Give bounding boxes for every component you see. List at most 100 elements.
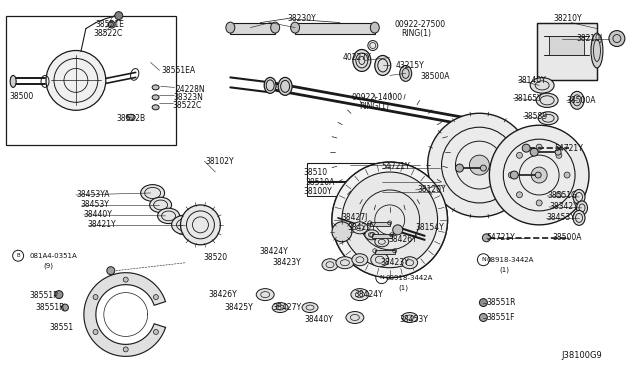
Text: 38551E: 38551E xyxy=(96,20,125,29)
Text: 40227Y: 40227Y xyxy=(343,53,372,62)
Circle shape xyxy=(107,267,115,275)
Text: 38589: 38589 xyxy=(524,112,547,121)
Circle shape xyxy=(479,314,488,321)
Text: (1): (1) xyxy=(399,284,409,291)
Circle shape xyxy=(508,172,515,178)
Text: 54721Y: 54721Y xyxy=(486,233,515,242)
Text: 38421Y: 38421Y xyxy=(88,220,116,230)
Text: N: N xyxy=(481,257,486,262)
Text: 38427J: 38427J xyxy=(341,214,367,222)
Text: 38426Y: 38426Y xyxy=(209,290,237,299)
Ellipse shape xyxy=(141,185,164,201)
Text: 00922-14000: 00922-14000 xyxy=(352,93,403,102)
Ellipse shape xyxy=(291,22,300,33)
Ellipse shape xyxy=(375,237,388,247)
Ellipse shape xyxy=(157,208,180,224)
Ellipse shape xyxy=(573,211,585,225)
Text: 38510A: 38510A xyxy=(305,177,335,186)
Ellipse shape xyxy=(577,201,588,215)
Text: 38425Y: 38425Y xyxy=(225,303,253,312)
Text: 24228N: 24228N xyxy=(175,85,205,94)
Ellipse shape xyxy=(368,41,378,51)
Circle shape xyxy=(180,205,220,245)
Text: 00922-27500: 00922-27500 xyxy=(395,20,446,29)
Text: 38423Y: 38423Y xyxy=(272,258,301,267)
Circle shape xyxy=(510,171,518,179)
Ellipse shape xyxy=(126,114,135,120)
Circle shape xyxy=(456,164,463,172)
Ellipse shape xyxy=(351,289,369,301)
Ellipse shape xyxy=(278,77,292,95)
Bar xyxy=(372,234,392,238)
Text: 3B427Y: 3B427Y xyxy=(272,303,301,312)
Circle shape xyxy=(46,51,106,110)
Circle shape xyxy=(516,192,522,198)
Circle shape xyxy=(61,304,68,311)
Text: 38120Y: 38120Y xyxy=(418,186,446,195)
Ellipse shape xyxy=(538,112,558,125)
Circle shape xyxy=(332,162,447,278)
Text: 38453YA: 38453YA xyxy=(76,190,109,199)
Ellipse shape xyxy=(536,93,558,108)
Text: 38522C: 38522C xyxy=(94,29,123,38)
Circle shape xyxy=(428,113,531,217)
Text: 38551P: 38551P xyxy=(29,291,58,300)
Ellipse shape xyxy=(152,105,159,110)
Ellipse shape xyxy=(375,55,391,76)
Text: 54721Y: 54721Y xyxy=(554,144,583,153)
Circle shape xyxy=(469,155,490,175)
Text: 38100Y: 38100Y xyxy=(303,187,332,196)
Ellipse shape xyxy=(365,230,379,240)
Ellipse shape xyxy=(264,77,276,93)
Ellipse shape xyxy=(152,95,159,100)
Text: 54721Y: 54721Y xyxy=(382,161,410,171)
Ellipse shape xyxy=(371,253,388,267)
Circle shape xyxy=(332,162,447,278)
Bar xyxy=(295,23,375,33)
Circle shape xyxy=(393,225,403,235)
Ellipse shape xyxy=(271,22,280,33)
Ellipse shape xyxy=(352,222,368,234)
Ellipse shape xyxy=(570,92,584,109)
Text: 38453Y: 38453Y xyxy=(546,214,575,222)
Circle shape xyxy=(522,144,530,152)
Text: 38551R: 38551R xyxy=(35,303,65,312)
Circle shape xyxy=(13,250,24,261)
Text: 38500A: 38500A xyxy=(420,72,450,81)
Circle shape xyxy=(479,299,488,307)
Text: 38342Y: 38342Y xyxy=(549,202,578,211)
Bar xyxy=(537,23,597,80)
Text: (1): (1) xyxy=(499,266,509,273)
Text: 38426Y: 38426Y xyxy=(388,235,417,244)
Ellipse shape xyxy=(573,189,585,205)
Circle shape xyxy=(483,234,490,242)
Ellipse shape xyxy=(336,257,354,269)
Polygon shape xyxy=(84,273,166,356)
Ellipse shape xyxy=(10,76,16,87)
Circle shape xyxy=(154,295,159,299)
Text: 38520: 38520 xyxy=(204,253,228,262)
Bar xyxy=(6,16,175,145)
Bar xyxy=(230,23,275,33)
Text: 38323N: 38323N xyxy=(173,93,204,102)
Text: 38551G: 38551G xyxy=(547,192,577,201)
Text: 38440Y: 38440Y xyxy=(304,315,333,324)
Circle shape xyxy=(536,200,542,206)
Circle shape xyxy=(477,254,490,266)
Text: 38425Y: 38425Y xyxy=(348,223,377,232)
Ellipse shape xyxy=(353,49,371,71)
Text: 38423Y: 38423Y xyxy=(381,258,410,267)
Text: 38424Y: 38424Y xyxy=(259,247,288,256)
Circle shape xyxy=(609,31,625,46)
Text: 38140Y: 38140Y xyxy=(517,76,546,85)
Bar xyxy=(307,182,375,196)
Text: 38510: 38510 xyxy=(303,167,327,177)
Text: 38500A: 38500A xyxy=(552,233,582,242)
Text: 38440Y: 38440Y xyxy=(84,211,113,219)
Circle shape xyxy=(93,295,98,299)
Text: 38453Y: 38453Y xyxy=(400,315,429,324)
Ellipse shape xyxy=(371,22,380,33)
Ellipse shape xyxy=(400,65,412,81)
Circle shape xyxy=(108,21,115,28)
Circle shape xyxy=(555,149,561,155)
